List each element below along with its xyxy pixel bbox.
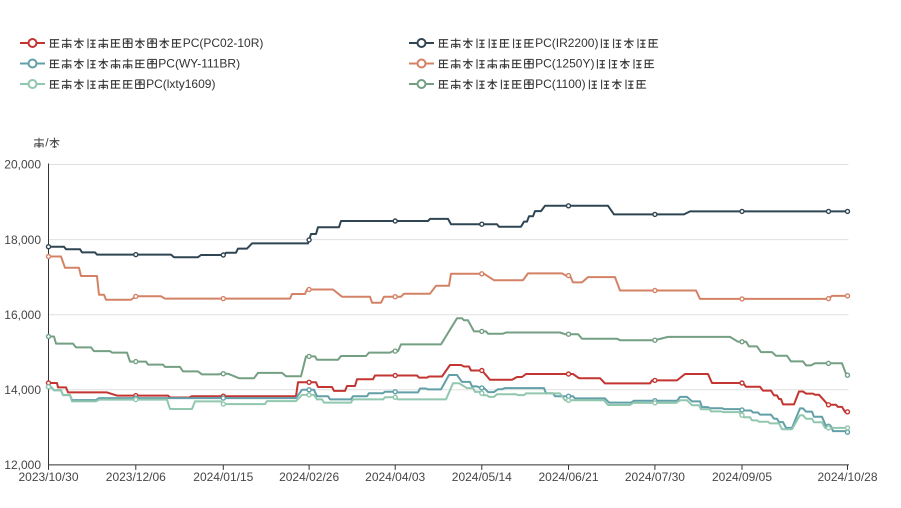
svg-text:2024/01/15: 2024/01/15 [193, 470, 253, 484]
svg-text:2024/04/03: 2024/04/03 [365, 470, 425, 484]
svg-text:/: / [45, 136, 49, 150]
svg-text:PC(PC02-10R): PC(PC02-10R) [183, 36, 264, 50]
svg-text:20,000: 20,000 [4, 158, 41, 172]
svg-text:PC(lxty1609): PC(lxty1609) [146, 77, 215, 91]
svg-text:PC(WY-111BR): PC(WY-111BR) [158, 57, 240, 71]
svg-text:2024/05/14: 2024/05/14 [452, 470, 512, 484]
svg-text:2024/10/28: 2024/10/28 [817, 470, 877, 484]
svg-text:18,000: 18,000 [4, 233, 41, 247]
svg-text:14,000: 14,000 [4, 383, 41, 397]
svg-text:2023/10/30: 2023/10/30 [18, 470, 78, 484]
svg-text:PC(IR2200): PC(IR2200) [535, 36, 598, 50]
svg-text:PC(1250Y): PC(1250Y) [535, 57, 594, 71]
svg-text:16,000: 16,000 [4, 308, 41, 322]
svg-text:2024/06/21: 2024/06/21 [538, 470, 598, 484]
svg-text:2024/09/05: 2024/09/05 [712, 470, 772, 484]
svg-text:12,000: 12,000 [4, 458, 41, 472]
svg-text:2024/07/30: 2024/07/30 [625, 470, 685, 484]
svg-text:2024/02/26: 2024/02/26 [279, 470, 339, 484]
svg-text:2023/12/06: 2023/12/06 [106, 470, 166, 484]
svg-text:PC(1100): PC(1100) [535, 77, 585, 91]
